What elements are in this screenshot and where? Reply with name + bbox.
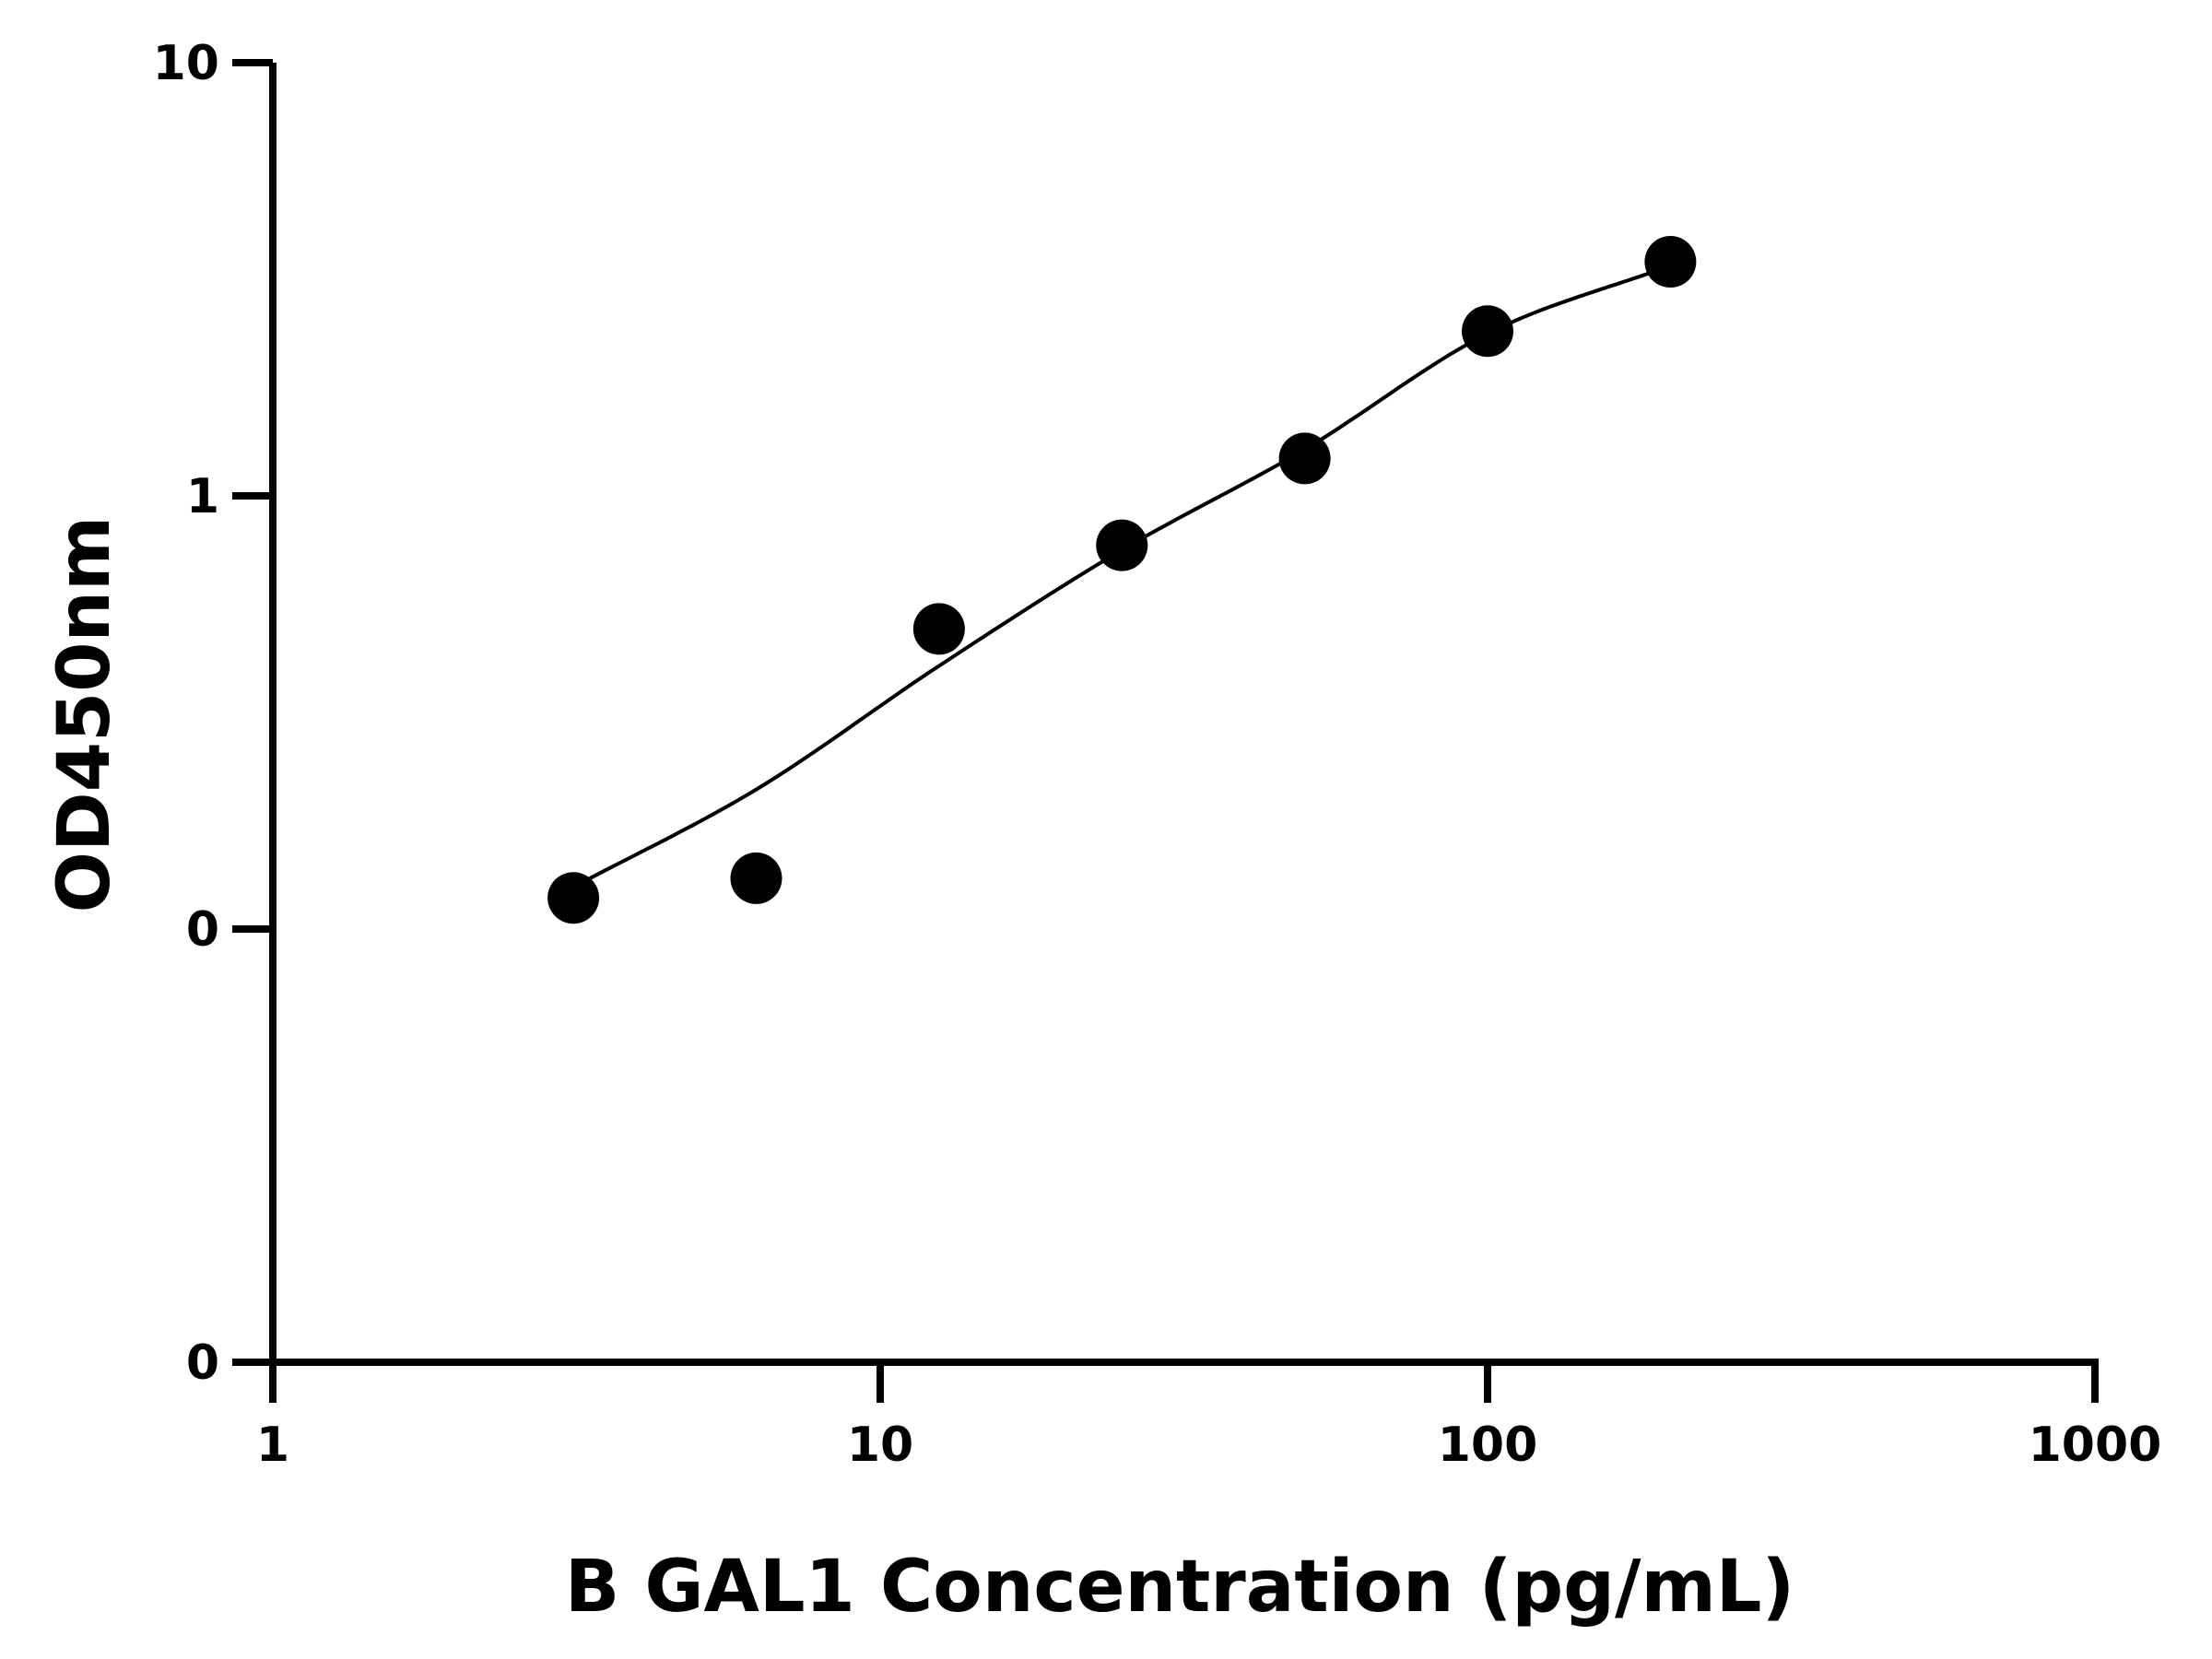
axes-layer: [232, 63, 2099, 1366]
data-point: [1278, 432, 1331, 485]
y-axis-title: OD450nm: [43, 516, 126, 913]
x-tick-label: 1: [256, 1418, 289, 1473]
y-tick-label: 0: [186, 902, 219, 958]
fit-curve: [572, 264, 1672, 889]
data-point: [1096, 519, 1148, 571]
fit-curve-layer: [572, 264, 1672, 889]
data-point: [730, 852, 782, 904]
data-point: [912, 603, 965, 655]
data-point: [1644, 236, 1697, 288]
y-tick-label: 10: [153, 36, 219, 91]
data-point: [1462, 305, 1513, 358]
x-tick-label: 100: [1438, 1418, 1538, 1473]
x-axis-title: B GAL1 Concentration (pg/mL): [565, 1546, 1794, 1629]
x-tick-label: 10: [847, 1418, 913, 1473]
y-tick-label: 1: [186, 469, 219, 524]
data-points-layer: [547, 236, 1697, 924]
x-tick-label: 1000: [2029, 1418, 2162, 1473]
y-tick-label: 0: [186, 1335, 219, 1391]
data-point: [547, 872, 600, 924]
